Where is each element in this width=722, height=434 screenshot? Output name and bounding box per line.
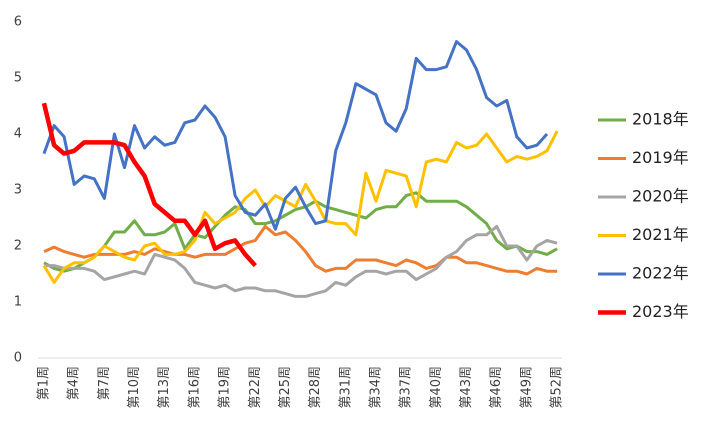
x-tick-label: 第40周 <box>429 366 444 409</box>
x-tick-label: 第43周 <box>459 366 474 409</box>
y-tick-label: 6 <box>14 15 22 30</box>
legend-label: 2019年 <box>632 148 689 167</box>
x-tick-label: 第4周 <box>67 366 82 400</box>
legend-label: 2018年 <box>632 110 689 129</box>
y-tick-label: 2 <box>14 239 22 254</box>
y-tick-label: 4 <box>14 127 22 142</box>
x-tick-label: 第19周 <box>218 366 233 409</box>
y-tick-label: 5 <box>14 71 22 86</box>
y-tick-label: 0 <box>14 351 22 366</box>
x-tick-label: 第7周 <box>97 366 112 400</box>
legend-label: 2022年 <box>632 264 689 283</box>
x-tick-label: 第22周 <box>248 366 263 409</box>
x-tick-label: 第25周 <box>278 366 293 409</box>
x-tick-label: 第52周 <box>550 366 565 409</box>
x-tick-label: 第46周 <box>489 366 504 409</box>
x-tick-label: 第49周 <box>519 366 534 409</box>
series-line <box>41 102 257 268</box>
x-tick-label: 第16周 <box>187 366 202 409</box>
legend-label: 2020年 <box>632 187 689 206</box>
x-tick-label: 第1周 <box>37 366 52 400</box>
legend-label: 2021年 <box>632 225 689 244</box>
series-line <box>42 40 549 231</box>
series-line <box>43 191 558 273</box>
x-tick-label: 第13周 <box>157 366 172 409</box>
x-tick-label: 第31周 <box>338 366 353 409</box>
x-tick-label: 第28周 <box>308 366 323 409</box>
y-tick-label: 3 <box>14 183 22 198</box>
x-tick-label: 第34周 <box>368 366 383 409</box>
y-tick-label: 1 <box>14 295 22 310</box>
legend-label: 2023年 <box>632 302 689 321</box>
x-tick-label: 第37周 <box>399 366 414 409</box>
x-tick-label: 第10周 <box>127 366 142 409</box>
series-line <box>43 224 558 276</box>
series-line <box>44 224 558 298</box>
